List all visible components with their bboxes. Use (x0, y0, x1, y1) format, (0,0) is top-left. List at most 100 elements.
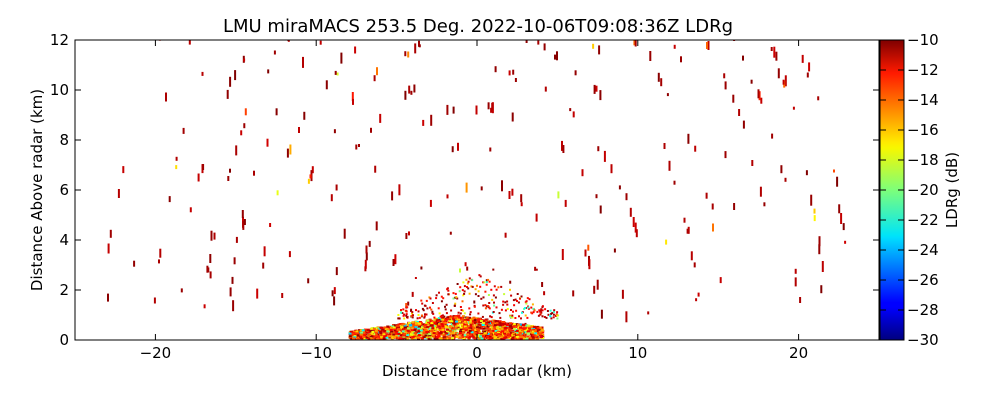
ldr-layer-cell (443, 337, 447, 340)
ldr-layer-cell (523, 335, 526, 338)
ldr-speckle (168, 196, 171, 203)
ldr-speckle (466, 266, 469, 271)
ldr-layer-cell (431, 327, 435, 330)
ldr-layer-cell (360, 337, 363, 340)
ldr-layer-cell (448, 327, 452, 330)
ldr-near-speckle (483, 281, 486, 284)
ldr-layer-cell (428, 318, 432, 321)
ldr-layer-cell (465, 316, 469, 319)
ldr-layer-cell (509, 325, 513, 328)
ldr-layer-cell (541, 331, 545, 334)
ldr-layer-cell (499, 331, 502, 334)
ldr-layer-cell (411, 330, 415, 333)
ldr-layer-cell (413, 332, 417, 335)
ldr-near-speckle (459, 312, 462, 315)
ldr-near-speckle (438, 312, 441, 315)
ldr-layer-cell (436, 328, 440, 331)
x-axis-label: Distance from radar (km) (382, 362, 572, 380)
ldr-speckle (742, 55, 744, 61)
ldr-layer-cell (377, 335, 380, 338)
ldr-layer-cell (464, 317, 468, 320)
ldr-speckle (209, 254, 212, 263)
ldr-speckle (256, 288, 259, 299)
ldr-speckle (244, 108, 247, 116)
ldr-layer-cell (370, 327, 374, 330)
ldr-layer-cell (445, 332, 449, 335)
ldr-speckle (818, 236, 821, 247)
ldr-layer-cell (365, 331, 369, 334)
ldr-layer-cell (444, 321, 448, 324)
ldr-near-speckle (526, 297, 529, 300)
ldr-layer-cell (492, 330, 496, 333)
ldr-layer-cell (466, 331, 470, 334)
ldr-layer-cell (450, 320, 454, 323)
ldr-layer-cell (536, 327, 540, 330)
ldr-speckle (838, 204, 841, 214)
ldr-speckle (511, 188, 514, 196)
ldr-speckle (817, 96, 820, 101)
ldr-speckle (625, 311, 628, 323)
ldr-near-speckle (411, 312, 413, 315)
ldr-layer-cell (515, 329, 519, 332)
ldr-speckle (459, 268, 461, 273)
ldr-near-speckle (462, 294, 465, 297)
ldr-layer-cell (504, 326, 508, 329)
ldr-layer-cell (354, 333, 358, 336)
ldr-layer-cell (459, 326, 463, 329)
ldr-speckle (759, 186, 762, 197)
ldr-speckle (446, 104, 449, 115)
ldr-layer-cell (491, 324, 495, 327)
ldr-speckle (629, 207, 632, 217)
ldr-speckle (821, 261, 824, 272)
ldr-layer-cell (490, 331, 494, 334)
colorbar-tick-label: −18 (907, 151, 939, 169)
ldr-layer-cell (494, 330, 498, 332)
ldr-layer-cell (391, 334, 394, 337)
ldr-near-speckle (428, 296, 431, 299)
y-tick-label: 2 (59, 281, 69, 299)
ldr-speckle (490, 107, 493, 113)
ldr-layer-cell (496, 337, 500, 340)
ldr-near-speckle (506, 308, 509, 310)
ldr-layer-cell (446, 328, 450, 331)
ldr-near-speckle (405, 314, 408, 317)
ldr-layer-cell (489, 333, 493, 336)
ldr-layer-cell (438, 323, 441, 326)
ldr-layer-cell (369, 330, 373, 333)
ldr-layer-cell (512, 323, 516, 326)
ldr-layer-cell (485, 329, 489, 332)
ldr-near-speckle (485, 281, 488, 283)
ldr-layer-cell (509, 322, 513, 325)
ldr-speckle (584, 249, 587, 257)
ldr-speckle (511, 112, 514, 122)
ldr-layer-cell (526, 328, 530, 330)
ldr-speckle (180, 288, 183, 293)
ldr-layer-cell (463, 320, 467, 323)
ldr-near-speckle (494, 296, 497, 299)
ldr-speckle (475, 105, 478, 115)
ldr-near-speckle (447, 293, 450, 296)
ldr-layer-cell (393, 324, 397, 327)
ldr-speckle (820, 285, 823, 294)
ldr-layer-cell (521, 328, 524, 331)
ldr-near-speckle (470, 285, 473, 288)
ldr-layer-cell (473, 337, 477, 340)
ldr-near-speckle (485, 283, 488, 286)
ldr-layer-cell (402, 337, 406, 340)
ldr-near-speckle (532, 311, 535, 314)
ldr-near-speckle (412, 314, 414, 317)
ldr-layer-cell (451, 334, 455, 337)
ldr-near-speckle (485, 279, 488, 282)
ldr-near-speckle (454, 302, 457, 305)
ldr-speckle (782, 79, 785, 85)
ldr-near-speckle (417, 314, 420, 316)
ldr-speckle (333, 287, 336, 295)
ldr-layer-cell (511, 329, 515, 332)
ldr-near-speckle (540, 311, 543, 314)
ldr-layer-cell (525, 329, 529, 332)
ldr-speckle (806, 72, 809, 78)
ldr-near-speckle (411, 316, 414, 319)
ldr-layer-cell (353, 335, 357, 338)
ldr-speckle (117, 189, 120, 198)
ldr-layer-cell (460, 332, 464, 335)
